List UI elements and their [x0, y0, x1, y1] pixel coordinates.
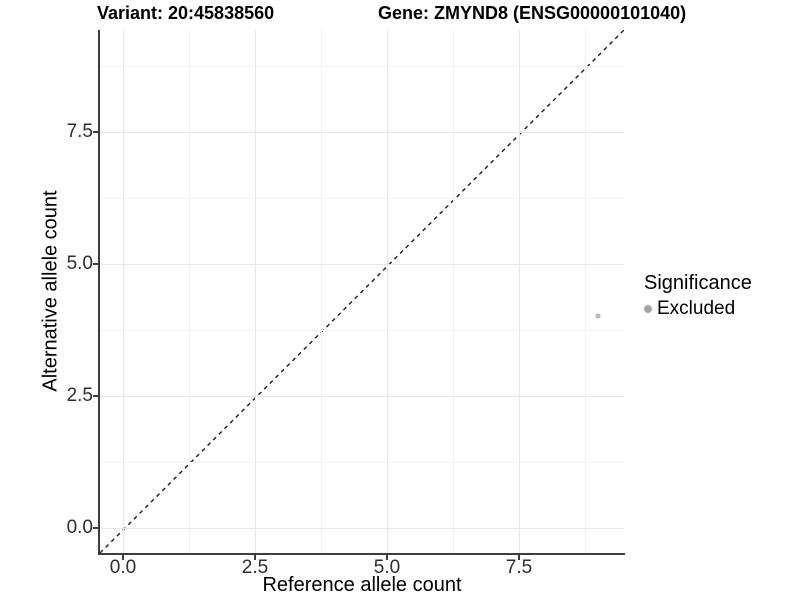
legend-item-label: Excluded: [657, 298, 736, 319]
y-tick-label: 5.0: [66, 253, 93, 274]
y-tick-mark: [93, 131, 98, 133]
gridline-minor-v: [321, 30, 322, 553]
gridline-minor-v: [453, 30, 454, 553]
gene-title: Gene: ZMYND8 (ENSG00000101040): [378, 3, 687, 23]
gridline-major-v: [519, 30, 520, 553]
x-tick-label: 2.5: [241, 557, 269, 578]
legend-point-icon: [644, 305, 652, 313]
x-tick-label: 0.0: [109, 557, 137, 578]
x-tick-mark: [386, 555, 388, 560]
plot-canvas: [100, 30, 624, 553]
gridline-major-h: [100, 264, 624, 265]
gridline-major-h: [100, 528, 624, 529]
gridline-minor-h: [100, 198, 624, 199]
y-axis-line: [98, 30, 100, 555]
identity-dashed-line: [100, 30, 624, 553]
x-axis-line: [98, 553, 625, 555]
gridline-major-h: [100, 132, 624, 133]
gridline-minor-h: [100, 462, 624, 463]
gridline-major-v: [387, 30, 388, 553]
y-tick-label: 0.0: [66, 517, 93, 538]
gridline-minor-h: [100, 66, 624, 67]
y-tick-mark: [93, 263, 98, 265]
x-axis-title: Reference allele count: [262, 574, 462, 596]
y-tick-mark: [93, 395, 98, 397]
legend: Significance Excluded: [644, 272, 752, 320]
x-tick-mark: [122, 555, 124, 560]
gridline-major-v: [123, 30, 124, 553]
x-tick-mark: [518, 555, 520, 560]
y-tick-mark: [93, 527, 98, 529]
variant-title: Variant: 20:45838560: [97, 3, 275, 23]
gridline-major-h: [100, 396, 624, 397]
y-tick-label: 7.5: [66, 121, 93, 142]
data-point-excluded: [595, 313, 601, 319]
y-tick-label: 2.5: [66, 385, 93, 406]
gridline-minor-v: [585, 30, 586, 553]
legend-title: Significance: [644, 272, 752, 294]
x-tick-label: 5.0: [373, 557, 401, 578]
gridline-minor-h: [100, 330, 624, 331]
x-tick-mark: [254, 555, 256, 560]
gridline-major-v: [255, 30, 256, 553]
y-axis-title: Alternative allele count: [39, 190, 62, 392]
legend-item-excluded: Excluded: [644, 298, 752, 320]
x-tick-label: 7.5: [505, 557, 533, 578]
plot-panel: [100, 30, 624, 553]
gridline-minor-v: [189, 30, 190, 553]
